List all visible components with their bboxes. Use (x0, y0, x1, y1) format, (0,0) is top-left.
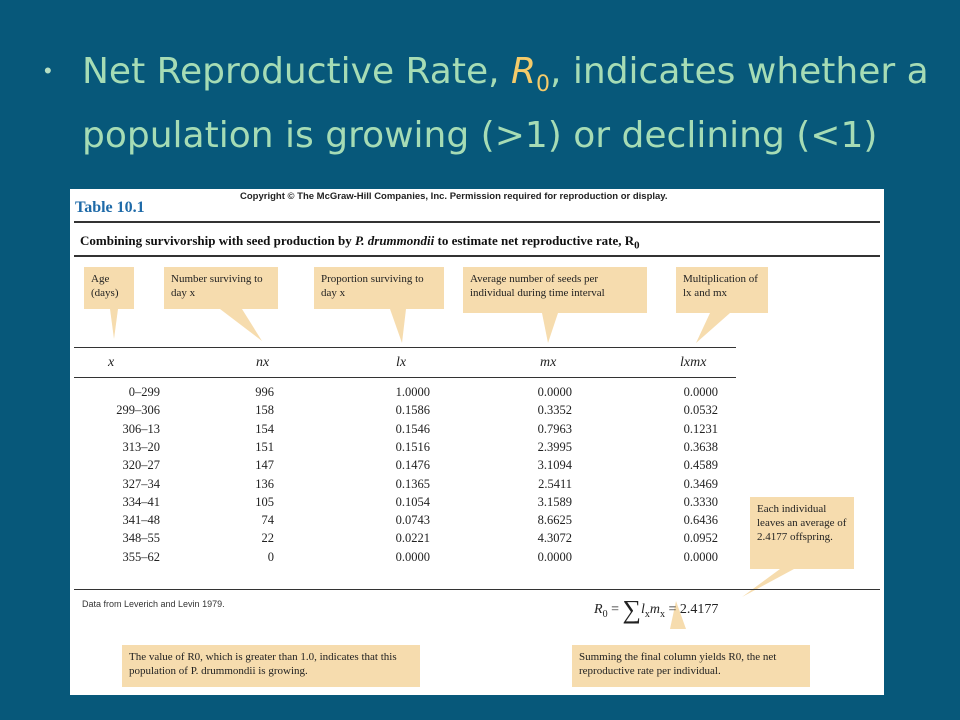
cell-lxmx: 0.1231 (683, 421, 718, 436)
note-multiplication: Multiplication of lx and mx (676, 267, 768, 313)
cell-lxmx: 0.0000 (683, 549, 718, 564)
cell-mx: 2.3995 (537, 439, 572, 454)
title-rule (74, 221, 880, 223)
cell-nx: 154 (255, 421, 274, 436)
cell-nx: 74 (261, 513, 275, 528)
cell-nx: 158 (255, 403, 274, 418)
cell-lx: 0.1516 (395, 439, 430, 454)
caption-subscript: 0 (634, 239, 640, 252)
cell-nx: 136 (255, 476, 274, 491)
r0-formula: R0 = ∑lxmx = 2.4177 (594, 595, 719, 624)
cell-mx: 2.5411 (538, 476, 572, 491)
table-figure: Copyright © The McGraw-Hill Companies, I… (70, 189, 884, 695)
note-average-seeds: Average number of seeds per individual d… (463, 267, 647, 313)
cell-lxmx: 0.0532 (683, 403, 718, 418)
cell-nx: 0 (267, 549, 274, 564)
cell-lxmx: 0.3638 (683, 439, 718, 454)
col-lx: lx (396, 355, 407, 370)
caption-rule (74, 255, 880, 257)
cell-nx: 105 (255, 494, 274, 509)
cell-lx: 0.0743 (395, 513, 430, 528)
header-top-rule (74, 347, 736, 348)
table-caption: Combining survivorship with seed product… (80, 233, 640, 252)
cell-lx: 0.1546 (395, 421, 430, 436)
headline: Net Reproductive Rate, R0, indicates whe… (82, 46, 942, 161)
cell-nx: 996 (255, 385, 274, 399)
cell-nx: 147 (255, 458, 274, 473)
cell-lx: 0.1365 (395, 476, 430, 491)
cell-lxmx: 0.0000 (683, 385, 718, 399)
note-age: Age (days) (84, 267, 134, 309)
cell-mx: 0.0000 (537, 549, 572, 564)
cell-nx: 22 (261, 531, 275, 546)
callout-offspring: Each individual leaves an average of 2.4… (750, 497, 854, 569)
source-note: Data from Leverich and Levin 1979. (82, 599, 225, 609)
cell-mx: 3.1094 (537, 458, 572, 473)
cell-mx: 3.1589 (537, 494, 572, 509)
callout-r0-greater: The value of R0, which is greater than 1… (122, 645, 420, 687)
callout-pointers (110, 309, 794, 629)
cell-x: 355–62 (122, 549, 161, 564)
col-lxmx: lxmx (680, 355, 707, 370)
callout-summing: Summing the final column yields R0, the … (572, 645, 810, 687)
cell-nx: 151 (255, 439, 274, 454)
cell-lxmx: 0.6436 (683, 513, 718, 528)
cell-lx: 0.0221 (395, 531, 430, 546)
copyright-notice: Copyright © The McGraw-Hill Companies, I… (240, 191, 668, 202)
cell-mx: 8.6625 (537, 513, 572, 528)
note-proportion-surviving: Proportion surviving to day x (314, 267, 444, 309)
note-number-surviving: Number surviving to day x (164, 267, 278, 309)
cell-mx: 0.7963 (537, 421, 572, 436)
headline-suffix: , indicates whether a population is grow… (82, 51, 929, 157)
cell-x: 320–27 (122, 458, 161, 473)
cell-x: 299–306 (116, 403, 160, 418)
headline-r0: R0 (510, 51, 550, 97)
caption-suffix: to estimate net reproductive rate, R (434, 233, 635, 248)
cell-lxmx: 0.0952 (683, 531, 718, 546)
cell-x: 341–48 (122, 513, 161, 528)
cell-lxmx: 0.3330 (683, 494, 718, 509)
cell-lxmx: 0.3469 (683, 476, 718, 491)
cell-x: 0–299 (128, 385, 160, 399)
col-nx: nx (256, 355, 270, 370)
cell-lx: 0.1054 (395, 494, 430, 509)
cell-x: 334–41 (122, 494, 161, 509)
cell-x: 348–55 (122, 531, 161, 546)
table-bottom-rule (74, 589, 880, 590)
cell-x: 327–34 (122, 476, 161, 491)
cell-mx: 4.3072 (537, 531, 572, 546)
col-x: x (108, 355, 115, 370)
caption-prefix: Combining survivorship with seed product… (80, 233, 355, 248)
bullet-dot: • (44, 58, 52, 83)
cell-lxmx: 0.4589 (683, 458, 718, 473)
cell-mx: 0.3352 (537, 403, 572, 418)
col-mx: mx (540, 355, 557, 370)
cell-x: 313–20 (122, 439, 161, 454)
caption-species: P. drummondii (355, 233, 435, 248)
cell-lx: 1.0000 (395, 385, 430, 399)
headline-prefix: Net Reproductive Rate, (82, 51, 511, 92)
cell-mx: 0.0000 (537, 385, 572, 399)
cell-lx: 0.1586 (395, 403, 430, 418)
cell-x: 306–13 (122, 421, 161, 436)
cell-lx: 0.0000 (395, 549, 430, 564)
cell-lx: 0.1476 (395, 458, 430, 473)
table-title: Table 10.1 (75, 199, 145, 216)
formula-value: = 2.4177 (668, 602, 719, 617)
headline-subscript: 0 (536, 72, 550, 98)
headline-symbol: R (510, 51, 536, 92)
header-bottom-rule (74, 377, 736, 378)
